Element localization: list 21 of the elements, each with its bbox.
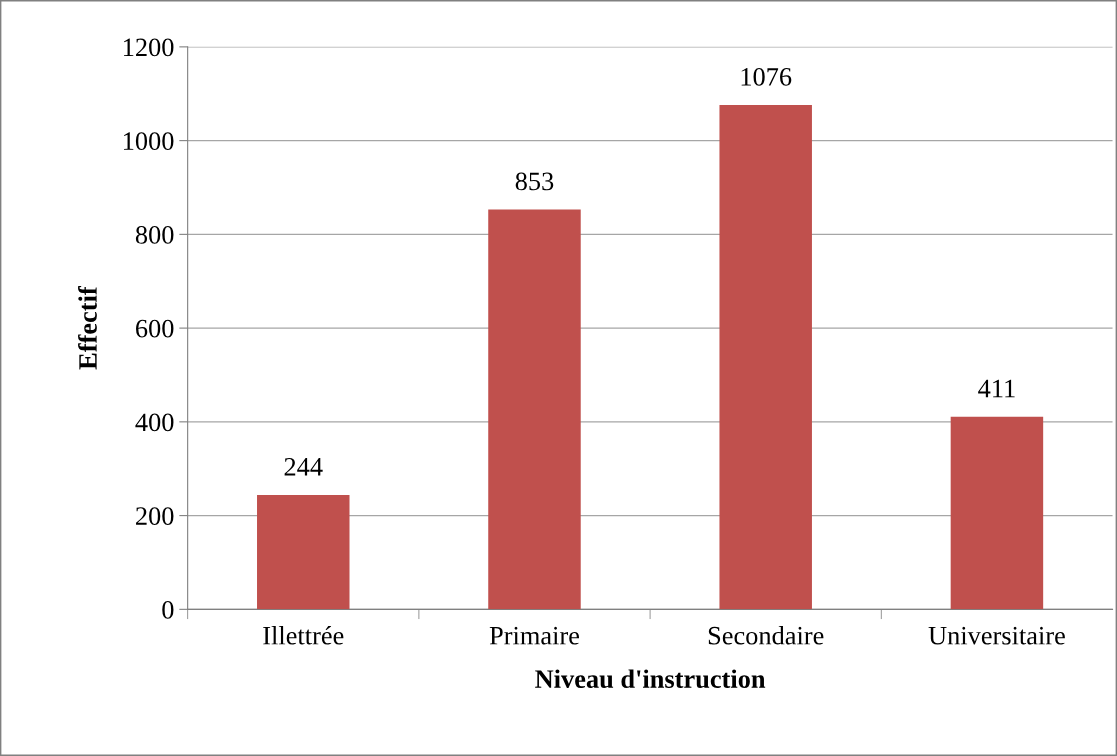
y-tick-label: 800 [135,225,174,244]
y-tick-label: 0 [162,600,174,619]
bar [257,494,350,610]
data-label: 244 [284,457,323,476]
y-axis-title: Effectif [78,286,97,370]
x-tick-label: Universitaire [928,626,1065,645]
y-tick-label: 200 [136,507,174,526]
x-axis-title: Niveau d'instruction [535,669,766,689]
bar [950,416,1044,610]
x-tick-label: Secondaire [708,626,824,645]
data-label: 1076 [741,67,792,86]
y-tick-label: 400 [135,413,174,432]
data-label: 411 [978,379,1015,398]
data-label: 853 [515,172,554,191]
x-tick-label: Illettrée [263,625,344,645]
y-tick-label: 1000 [124,132,174,151]
bar [719,104,812,610]
bar [488,209,581,610]
y-tick-label: 600 [136,319,174,338]
y-tick-label: 1200 [124,38,174,57]
x-tick-label: Primaire [489,626,579,645]
